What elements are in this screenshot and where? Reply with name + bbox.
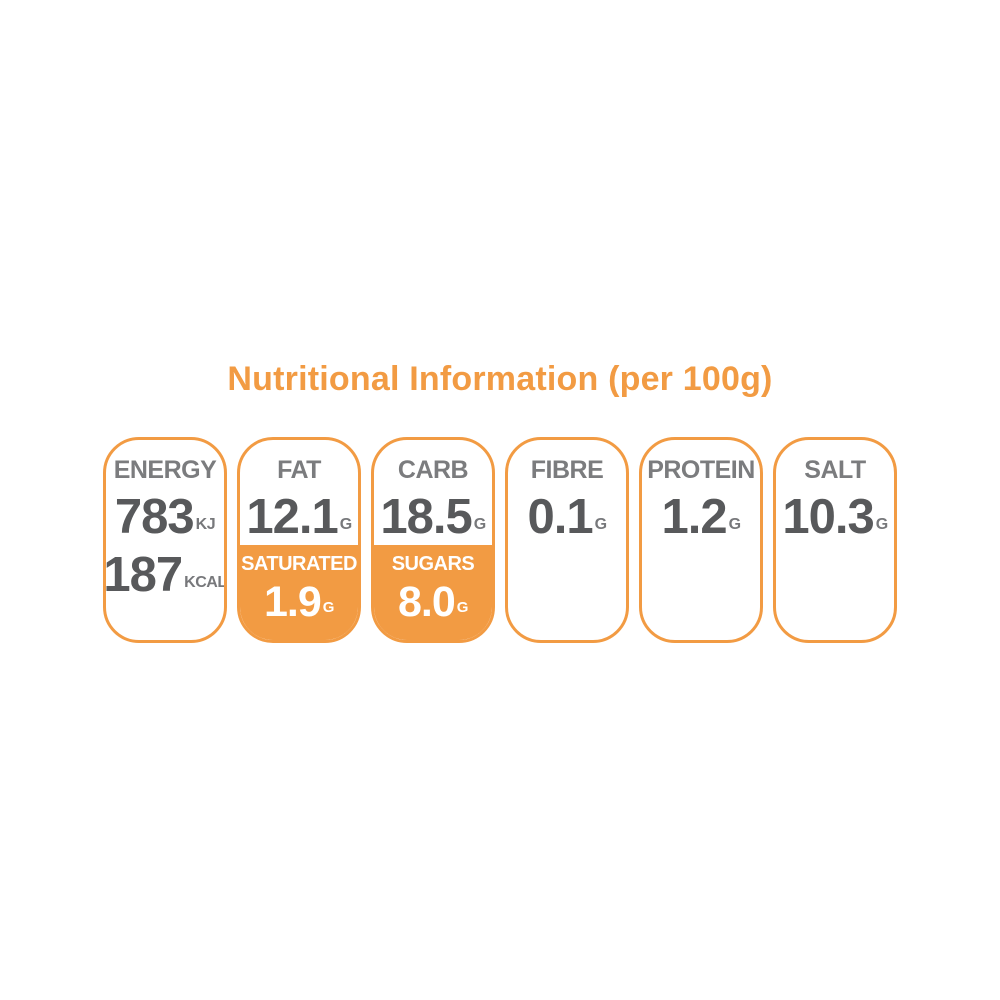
sub-nutrient-unit: G [456,599,469,616]
nutrient-unit: KCAL [184,574,227,591]
nutrient-unit: G [728,516,741,533]
sub-nutrient-section-sugars: SUGARS 8.0 G [374,545,492,640]
nutrient-amount: 783 [114,490,195,544]
nutrient-amount: 187 [103,548,183,602]
nutrient-value-row: 783 KJ [106,489,224,543]
sub-nutrient-name: SUGARS [391,553,475,575]
sub-nutrient-value-row: 1.9 G [240,577,358,625]
nutrient-value-row: 0.1 G [508,489,626,543]
sub-nutrient-name: SATURATED [241,553,357,575]
nutrient-unit: G [339,516,352,533]
nutrient-amount: 1.2 [661,490,727,544]
nutrient-amount: 12.1 [246,490,338,544]
nutrient-amount: 18.5 [380,490,472,544]
nutrient-name: FIBRE [530,456,604,484]
nutrient-card-carb: CARB 18.5 G SUGARS 8.0 G [371,437,495,643]
nutrient-unit: G [473,516,486,533]
nutrient-name: ENERGY [113,456,217,484]
nutrient-name: CARB [397,456,469,484]
nutrient-cards-row: ENERGY 783 KJ 187 KCAL FAT 12.1 G SATURA… [0,437,1000,643]
nutrient-unit: KJ [195,516,216,533]
nutrient-value-row: 187 KCAL [106,547,224,601]
sub-nutrient-amount: 8.0 [398,578,456,626]
nutrient-card-fat: FAT 12.1 G SATURATED 1.9 G [237,437,361,643]
nutrient-card-protein: PROTEIN 1.2 G [639,437,763,643]
nutrient-amount: 0.1 [527,490,593,544]
nutrient-name: PROTEIN [647,456,755,484]
sub-nutrient-unit: G [322,599,335,616]
nutrient-amount: 10.3 [782,490,874,544]
nutrient-card-salt: SALT 10.3 G [773,437,897,643]
nutrient-unit: G [875,516,888,533]
page-title: Nutritional Information (per 100g) [227,360,773,398]
nutrient-value-row: 10.3 G [776,489,894,543]
nutrient-card-fibre: FIBRE 0.1 G [505,437,629,643]
nutrient-card-energy: ENERGY 783 KJ 187 KCAL [103,437,227,643]
nutrient-name: FAT [277,456,321,484]
nutrient-value-row: 1.2 G [642,489,760,543]
nutrient-unit: G [594,516,607,533]
nutrient-name: SALT [804,456,866,484]
sub-nutrient-section-saturated: SATURATED 1.9 G [240,545,358,640]
nutrient-value-row: 18.5 G [374,489,492,543]
sub-nutrient-value-row: 8.0 G [374,577,492,625]
sub-nutrient-amount: 1.9 [264,578,322,626]
nutrient-value-row: 12.1 G [240,489,358,543]
